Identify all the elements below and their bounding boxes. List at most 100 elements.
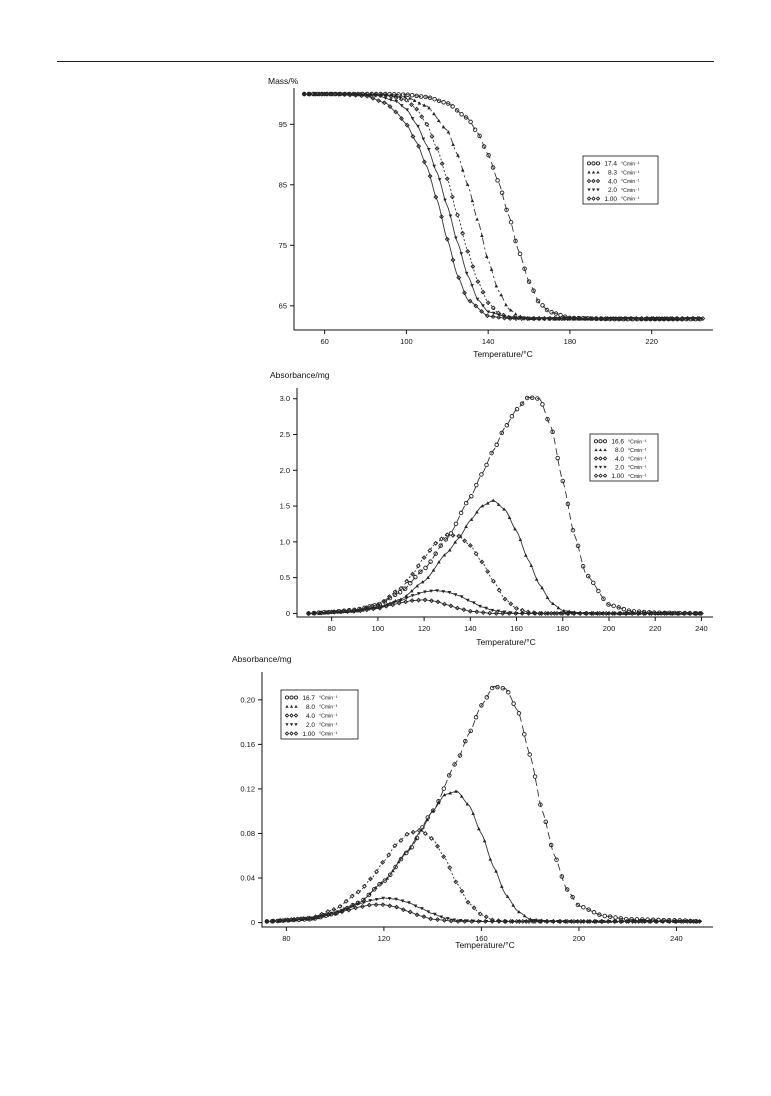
y-tick-label: 1.5: [280, 502, 290, 511]
data-point: [529, 563, 534, 567]
data-point: [410, 134, 416, 139]
data-point: [391, 868, 395, 873]
data-point: [489, 450, 494, 456]
data-point: [415, 584, 419, 588]
x-tick-label: 160: [510, 624, 523, 633]
data-point: [456, 275, 462, 281]
data-point: [422, 597, 428, 603]
data-point: [387, 594, 392, 600]
legend-unit: °Cmin⁻¹: [628, 465, 647, 471]
data-point: [507, 515, 512, 519]
data-point: [519, 401, 525, 406]
data-point: [368, 899, 373, 903]
data-point: [490, 608, 495, 613]
data-point: [410, 117, 415, 121]
data-point: [380, 902, 386, 908]
data-point: [455, 918, 461, 924]
data-point: [360, 904, 365, 909]
data-point: [591, 196, 596, 201]
data-point: [633, 316, 639, 321]
data-point: [370, 606, 376, 612]
data-point: [596, 588, 601, 594]
data-point: [383, 603, 389, 609]
data-point: [565, 316, 570, 321]
legend-label: 16.7: [302, 695, 315, 702]
data-point: [463, 738, 468, 744]
data-point: [442, 601, 447, 607]
data-point: [616, 605, 621, 610]
data-point: [516, 711, 522, 716]
data-point: [571, 610, 577, 616]
data-point: [502, 596, 508, 602]
data-point: [436, 801, 441, 805]
data-point: [423, 565, 428, 571]
x-tick-label: 80: [327, 624, 335, 633]
legend-label: 8.0: [615, 447, 624, 454]
data-point: [514, 406, 520, 412]
data-point: [601, 596, 606, 602]
data-point: [459, 794, 464, 798]
data-point: [660, 918, 666, 924]
data-point: [448, 603, 454, 609]
data-point: [596, 188, 600, 192]
data-point: [603, 448, 607, 452]
data-point: [385, 876, 389, 880]
data-point: [662, 610, 667, 616]
y-axis-label: Mass/%: [268, 76, 299, 86]
data-point: [423, 94, 428, 100]
data-point: [596, 170, 600, 174]
data-point: [403, 97, 409, 103]
x-tick-label: 80: [282, 934, 290, 943]
data-point: [426, 575, 430, 579]
data-point: [284, 713, 290, 718]
data-point: [460, 168, 465, 172]
data-point: [418, 569, 423, 575]
data-point: [413, 904, 418, 908]
data-point: [585, 573, 591, 579]
data-point: [346, 907, 352, 913]
data-point: [502, 507, 506, 511]
data-point: [484, 254, 489, 258]
data-point: [289, 704, 294, 708]
data-point: [430, 808, 436, 813]
data-point: [344, 609, 350, 614]
data-point: [407, 909, 413, 915]
data-point: [444, 532, 450, 538]
y-tick-label: 0.12: [240, 784, 255, 793]
data-point: [422, 831, 428, 836]
data-point: [355, 889, 361, 895]
data-point: [551, 601, 555, 605]
data-point: [559, 874, 565, 879]
data-point: [396, 600, 402, 606]
legend-unit: °Cmin⁻¹: [628, 474, 647, 480]
data-point: [594, 465, 598, 469]
data-point: [499, 190, 505, 196]
data-point: [518, 537, 523, 542]
data-point: [506, 610, 512, 616]
data-point: [414, 106, 420, 112]
data-point: [649, 610, 654, 616]
legend: 17.4 °Cmin⁻¹ 8.3 °Cmin⁻¹ 4.0 °Cmin⁻¹ 2.0 °Cmin⁻…: [582, 155, 659, 205]
data-point: [400, 907, 406, 913]
data-point: [397, 590, 403, 595]
data-point: [475, 297, 480, 301]
data-point: [465, 919, 469, 923]
data-point: [494, 442, 499, 448]
data-point: [577, 610, 583, 616]
legend-unit: °Cmin⁻¹: [621, 179, 640, 185]
data-point: [456, 153, 460, 157]
data-point: [370, 95, 376, 101]
data-point: [576, 316, 582, 321]
data-point: [553, 316, 559, 321]
y-tick-label: 0.5: [280, 573, 290, 582]
data-point: [436, 98, 442, 104]
legend-unit: °Cmin⁻¹: [319, 732, 338, 738]
x-axis-label: Temperature/°C: [455, 940, 515, 950]
data-point: [372, 93, 377, 98]
data-point: [377, 882, 382, 887]
data-point: [480, 610, 486, 615]
data-point: [421, 555, 427, 561]
data-point: [445, 917, 450, 921]
data-point: [305, 915, 311, 921]
